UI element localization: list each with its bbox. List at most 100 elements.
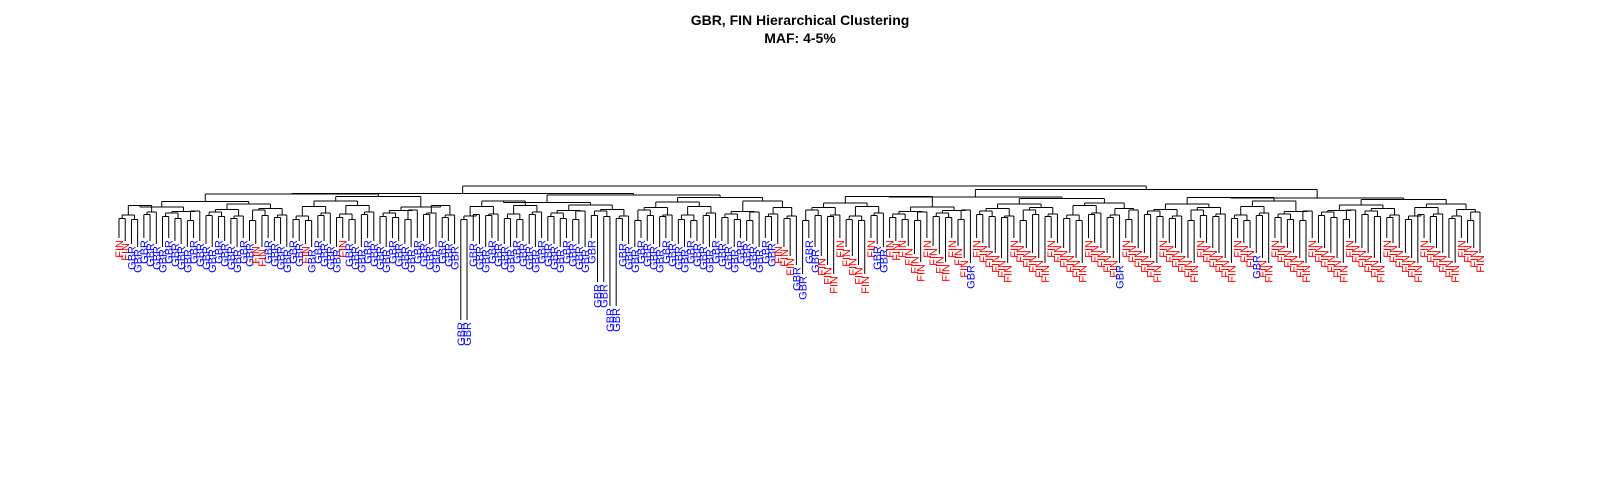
leaf-label: GBR [965,265,977,289]
leaf-label: FIN [996,260,1008,278]
leaf-label: FIN [1090,245,1102,263]
leaf-label: FIN [891,243,903,261]
leaf-label: FIN [990,255,1002,273]
leaf-label: FIN [1338,265,1350,283]
leaf-label: GBR [599,284,611,308]
leaf-label: FIN [1463,245,1475,263]
leaf-label: FIN [1127,245,1139,263]
leaf-label: GBR [443,243,455,267]
leaf-label: GBR [481,249,493,273]
leaf-label: FIN [1475,255,1487,273]
leaf-label: GBR [269,243,281,267]
leaf-label: GBR [375,246,387,270]
leaf-label: GBR [586,240,598,264]
leaf-label: GBR [617,243,629,267]
leaf-label: GBR [580,249,592,273]
leaf-label: GBR [717,243,729,267]
leaf-label: GBR [313,240,325,264]
leaf-label: GBR [686,240,698,264]
leaf-label: GBR [742,243,754,267]
leaf-label: FIN [1425,245,1437,263]
leaf-label: GBR [655,249,667,273]
leaf-label: FIN [835,240,847,258]
leaf-label: FIN [1139,255,1151,273]
leaf-label: GBR [704,249,716,273]
leaf-label: FIN [1313,245,1325,263]
leaf-label: FIN [1164,245,1176,263]
leaf-label: GBR [220,243,232,267]
leaf-label: FIN [885,240,897,258]
leaf-label: GBR [692,243,704,267]
leaf-label: FIN [984,250,996,268]
leaf-label: FIN [860,276,872,294]
leaf-label: FIN [1189,265,1201,283]
leaf-label: FIN [1344,240,1356,258]
leaf-label: GBR [698,246,710,270]
leaf-label: FIN [1301,265,1313,283]
leaf-label: GBR [611,308,623,332]
leaf-label: FIN [1052,245,1064,263]
leaf-label: GBR [680,249,692,273]
leaf-label: FIN [1400,255,1412,273]
leaf-label: FIN [1096,250,1108,268]
leaf-label: FIN [1208,250,1220,268]
leaf-label: FIN [257,249,269,267]
leaf-label: FIN [1307,240,1319,258]
leaf-label: FIN [1270,240,1282,258]
leaf-label: FIN [1351,245,1363,263]
leaf-label: FIN [897,240,909,258]
leaf-label: FIN [854,267,866,285]
leaf-label: GBR [872,246,884,270]
leaf-label: GBR [462,322,474,346]
leaf-label: FIN [1214,255,1226,273]
leaf-label: FIN [1003,265,1015,283]
leaf-label: FIN [1133,250,1145,268]
leaf-label: GBR [624,246,636,270]
leaf-label: GBR [549,246,561,270]
leaf-label: FIN [1028,255,1040,273]
leaf-label: GBR [450,246,462,270]
leaf-label: GBR [574,246,586,270]
leaf-label: FIN [1326,255,1338,273]
leaf-label: FIN [1264,265,1276,283]
leaf-label: GBR [468,243,480,267]
leaf-label: FIN [1376,265,1388,283]
leaf-label: FIN [1438,255,1450,273]
leaf-label: GBR [648,246,660,270]
leaf-label: FIN [1202,245,1214,263]
leaf-label: FIN [922,240,934,258]
leaf-label: GBR [735,240,747,264]
leaf-label: GBR [530,249,542,273]
leaf-label: GBR [332,249,344,273]
leaf-label: GBR [394,243,406,267]
leaf-label: GBR [593,284,605,308]
leaf-label: FIN [1382,240,1394,258]
leaf-label: FIN [338,240,350,258]
leaf-label: FIN [1432,250,1444,268]
leaf-label: GBR [412,240,424,264]
leaf-label: FIN [251,246,263,264]
leaf-label: GBR [245,243,257,267]
leaf-label: FIN [1276,245,1288,263]
leaf-label: FIN [947,240,959,258]
leaf-label: GBR [791,267,803,291]
leaf-label: GBR [555,249,567,273]
leaf-label: FIN [1108,260,1120,278]
leaf-label: GBR [474,246,486,270]
leaf-label: GBR [369,243,381,267]
leaf-label: FIN [1040,265,1052,283]
leaf-label: FIN [953,248,965,266]
leaf-label: FIN [120,243,132,261]
leaf-label: FIN [1456,240,1468,258]
leaf-label: GBR [139,240,151,264]
leaf-label: GBR [363,240,375,264]
leaf-label: FIN [1289,255,1301,273]
leaf-label: GBR [667,243,679,267]
leaf-label: FIN [1059,250,1071,268]
leaf-label: FIN [1320,250,1332,268]
leaf-label: GBR [126,246,138,270]
leaf-label: GBR [798,276,810,300]
leaf-label: FIN [916,264,928,282]
leaf-label: GBR [431,249,443,273]
leaf-label: GBR [164,240,176,264]
